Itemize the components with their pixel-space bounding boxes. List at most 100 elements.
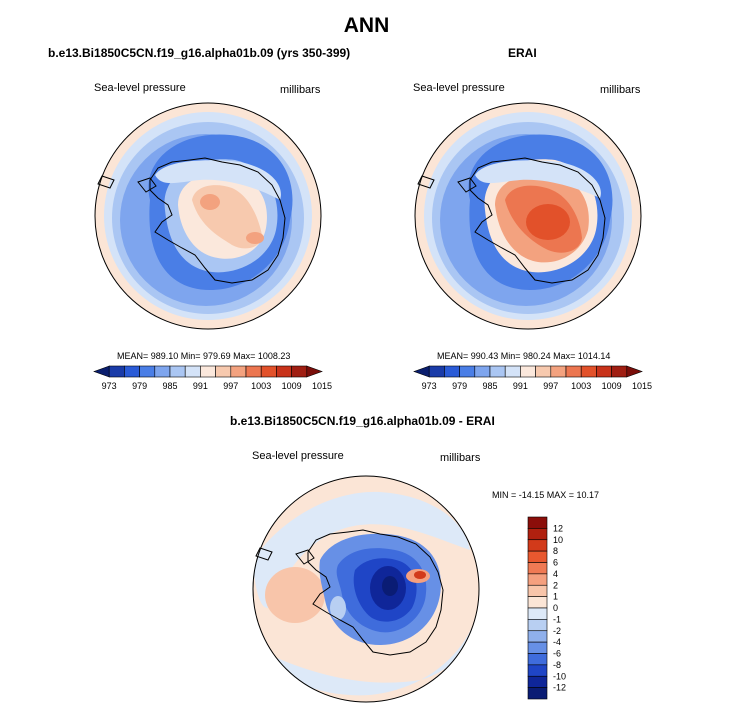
colorbar-difference-swatch	[527, 528, 548, 541]
colorbar-model-swatch	[139, 365, 156, 378]
colorbar-model-swatch	[124, 365, 140, 378]
colorbar-model-swatch	[260, 365, 277, 378]
colorbar-erai-tick-label: 997	[543, 381, 558, 391]
map-model-border	[94, 102, 322, 330]
colorbar-difference-tick-label: 12	[553, 523, 563, 533]
colorbar-difference-tick-label: 4	[553, 569, 558, 579]
colorbar-erai-swatch	[459, 365, 476, 378]
colorbar-model-tick-label: 1009	[282, 381, 302, 391]
panel-2-right-label: millibars	[600, 84, 641, 96]
colorbar-erai-swatch	[611, 365, 628, 378]
panel-3-stats: MIN = -14.15 MAX = 10.17	[492, 490, 600, 500]
colorbar-difference-tick-label: 1	[553, 592, 558, 602]
colorbar-model-tick-label: 1003	[251, 381, 271, 391]
colorbar-model-swatch	[215, 365, 232, 378]
colorbar-erai-tick-label: 979	[452, 381, 467, 391]
map-erai	[415, 103, 641, 329]
colorbar-difference-swatch	[527, 539, 548, 552]
colorbar-model-swatch	[306, 365, 323, 378]
colorbar-difference-swatch	[527, 562, 548, 575]
colorbar-model-swatch	[276, 365, 292, 378]
colorbar-erai-tick-label: 1015	[632, 381, 652, 391]
colorbar-model-tick-label: 985	[162, 381, 177, 391]
colorbar-model-swatch	[245, 365, 262, 378]
colorbar-difference-tick-label: -1	[553, 614, 561, 624]
colorbar-difference-swatch	[527, 619, 548, 632]
colorbar-erai-tick-label: 991	[513, 381, 528, 391]
colorbar-model-swatch	[108, 365, 125, 378]
colorbar-erai-swatch	[550, 365, 567, 378]
colorbar-difference-swatch	[527, 630, 548, 643]
colorbar-erai-swatch	[565, 365, 582, 378]
colorbar-model-tick-label: 991	[193, 381, 208, 391]
colorbar-erai-swatch	[474, 365, 491, 378]
panel-3-title: b.e13.Bi1850C5CN.f19_g16.alpha01b.09 - E…	[230, 414, 495, 428]
colorbar-difference-tick-label: -8	[553, 660, 561, 670]
colorbar-erai-swatch	[580, 365, 597, 378]
colorbar-model-swatch	[230, 365, 247, 378]
colorbar-erai-swatch	[626, 365, 643, 378]
colorbar-model-swatch	[93, 365, 110, 378]
colorbar-erai-swatch	[489, 365, 506, 378]
colorbar-difference-swatch	[527, 687, 548, 700]
colorbar-model-swatch	[184, 365, 201, 378]
colorbar-model-swatch	[200, 365, 216, 378]
map-erai-border	[414, 102, 642, 330]
panel-1-title: b.e13.Bi1850C5CN.f19_g16.alpha01b.09 (yr…	[48, 46, 351, 60]
colorbar-erai: 973 979 985 991 997 1003 1009 1015	[413, 365, 652, 391]
colorbar-difference-swatch	[527, 653, 548, 666]
colorbar-difference-swatch	[527, 675, 548, 688]
colorbar-erai-tick-label: 1003	[571, 381, 591, 391]
panel-2-title: ERAI	[508, 46, 537, 60]
colorbar-difference-swatch	[527, 584, 548, 597]
colorbar-erai-swatch	[428, 365, 445, 378]
colorbar-difference-swatch	[527, 641, 548, 654]
map-difference-coast	[255, 529, 444, 656]
colorbar-difference-tick-label: -10	[553, 671, 566, 681]
colorbar-model-swatch	[169, 365, 186, 378]
panel-2-stats: MEAN= 990.43 Min= 980.24 Max= 1014.14	[437, 351, 611, 361]
colorbar-erai-swatch	[535, 365, 552, 378]
map-erai-coast	[417, 157, 606, 284]
colorbar-difference-swatch	[527, 596, 548, 609]
colorbar-difference-tick-label: 0	[553, 603, 558, 613]
colorbar-difference-tick-label: -4	[553, 637, 561, 647]
colorbar-difference-swatch	[527, 607, 548, 620]
panel-1-right-label: millibars	[280, 84, 321, 96]
colorbar-difference-tick-label: 6	[553, 558, 558, 568]
colorbar-difference-tick-label: 2	[553, 580, 558, 590]
colorbar-difference-swatch	[527, 664, 548, 677]
map-difference	[253, 476, 479, 702]
colorbar-model-tick-label: 979	[132, 381, 147, 391]
colorbar-difference-tick-label: 10	[553, 535, 563, 545]
panel-2-left-label: Sea-level pressure	[413, 82, 505, 94]
colorbar-difference-swatch	[527, 573, 548, 586]
colorbar-difference-swatch	[527, 516, 548, 529]
figure-title: ANN	[343, 14, 390, 37]
colorbar-erai-swatch	[504, 365, 521, 378]
colorbar-model-swatch	[154, 365, 171, 378]
map-model-coast	[97, 157, 286, 284]
colorbar-model-tick-label: 997	[223, 381, 238, 391]
colorbar-erai-tick-label: 973	[422, 381, 437, 391]
colorbar-erai-swatch	[444, 365, 460, 378]
colorbar-difference-swatch	[527, 550, 548, 563]
colorbar-erai-swatch	[520, 365, 536, 378]
colorbar-model-tick-label: 1015	[312, 381, 332, 391]
colorbar-model-tick-label: 973	[102, 381, 117, 391]
colorbar-difference-tick-label: -2	[553, 626, 561, 636]
colorbar-erai-tick-label: 1009	[602, 381, 622, 391]
colorbar-model-swatch	[291, 365, 308, 378]
colorbar-erai-swatch	[596, 365, 612, 378]
colorbar-erai-swatch	[413, 365, 430, 378]
colorbar-difference-tick-label: -6	[553, 649, 561, 659]
panel-3-left-label: Sea-level pressure	[252, 450, 344, 462]
colorbar-difference-tick-label: 8	[553, 546, 558, 556]
map-model	[95, 103, 321, 329]
colorbar-model: 973 979 985 991 997 1003 1009 1015	[93, 365, 332, 391]
map-difference-border	[252, 475, 480, 703]
colorbar-difference-tick-label: -12	[553, 683, 566, 693]
panel-3-right-label: millibars	[440, 452, 481, 464]
